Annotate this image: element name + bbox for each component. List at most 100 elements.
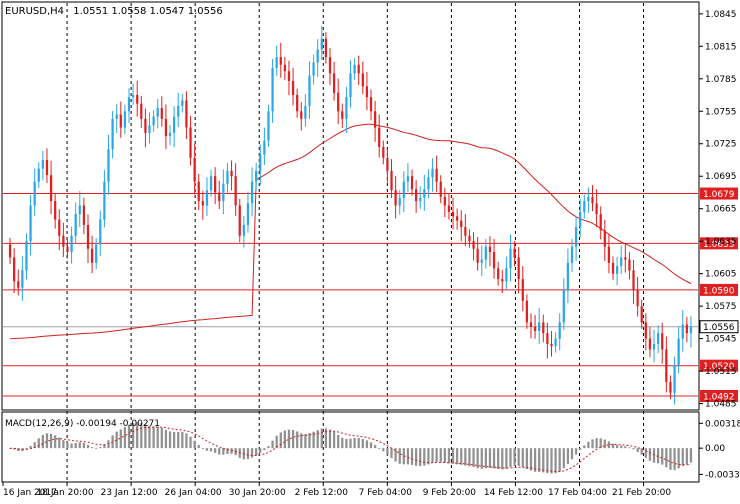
candle-body[interactable] [127,97,131,112]
candle-body[interactable] [185,100,188,128]
candle-body[interactable] [263,140,266,155]
candle-body[interactable] [160,108,163,119]
candle-body[interactable] [189,127,192,158]
candle-body[interactable] [402,181,405,198]
candle-body[interactable] [193,157,196,182]
candle-body[interactable] [484,246,487,260]
candle-body[interactable] [538,322,541,332]
candle-body[interactable] [624,257,627,260]
candle-body[interactable] [58,219,61,236]
candle-body[interactable] [456,216,459,221]
candle-body[interactable] [115,114,118,119]
candle-body[interactable] [308,75,311,106]
candle-body[interactable] [443,196,446,206]
candle-body[interactable] [525,300,529,323]
candle-body[interactable] [513,248,516,258]
candle-body[interactable] [464,227,467,236]
candle-body[interactable] [255,170,258,182]
candle-body[interactable] [349,73,352,98]
candle-body[interactable] [517,257,520,280]
candle-body[interactable] [472,241,475,249]
candle-body[interactable] [419,197,422,202]
candle-body[interactable] [140,103,143,119]
candle-body[interactable] [107,149,110,182]
candle-body[interactable] [41,159,44,169]
candle-body[interactable] [29,205,32,242]
candle-body[interactable] [45,159,49,176]
candle-body[interactable] [90,248,94,263]
candle-body[interactable] [131,95,135,98]
candle-body[interactable] [119,114,122,128]
candle-body[interactable] [550,344,553,347]
candle-body[interactable] [636,289,639,307]
candle-body[interactable] [566,262,570,290]
candle-body[interactable] [447,205,451,212]
candle-body[interactable] [558,322,561,339]
candle-body[interactable] [599,214,602,231]
candle-body[interactable] [382,146,385,158]
candle-body[interactable] [74,214,77,236]
candle-body[interactable] [234,176,237,206]
candle-body[interactable] [661,333,664,350]
candle-body[interactable] [168,132,172,137]
candle-body[interactable] [111,118,114,150]
candle-body[interactable] [49,175,53,202]
candle-body[interactable] [394,190,397,206]
candle-body[interactable] [320,38,323,50]
candle-body[interactable] [209,176,213,191]
candle-body[interactable] [218,192,221,202]
candle-body[interactable] [250,181,254,204]
candle-body[interactable] [222,183,225,202]
candle-body[interactable] [435,168,438,182]
candle-body[interactable] [300,111,303,119]
candle-body[interactable] [136,95,139,104]
candle-body[interactable] [542,322,545,334]
candle-body[interactable] [492,252,496,269]
candle-body[interactable] [246,203,250,225]
candle-body[interactable] [54,201,57,220]
candle-body[interactable] [603,230,606,247]
candle-body[interactable] [172,116,176,133]
candle-body[interactable] [611,262,615,274]
candle-body[interactable] [652,344,656,350]
candle-body[interactable] [267,111,270,141]
candle-body[interactable] [197,181,200,202]
candle-body[interactable] [665,349,668,382]
candle-body[interactable] [8,244,12,258]
candle-body[interactable] [123,111,127,128]
candle-body[interactable] [316,49,319,63]
candle-body[interactable] [468,235,471,242]
candle-body[interactable] [628,259,631,271]
candle-body[interactable] [640,306,643,323]
candle-body[interactable] [480,259,483,263]
candle-body[interactable] [95,244,98,263]
candle-body[interactable] [369,97,373,112]
candle-body[interactable] [595,203,598,215]
candle-body[interactable] [476,248,479,263]
candle-body[interactable] [226,170,229,184]
candle-body[interactable] [86,224,90,249]
candle-body[interactable] [574,227,578,247]
candle-body[interactable] [78,205,81,215]
candle-body[interactable] [398,197,401,206]
candle-body[interactable] [546,333,549,345]
candle-body[interactable] [415,189,418,202]
candle-body[interactable] [644,322,647,339]
candle-body[interactable] [361,73,364,87]
candle-body[interactable] [681,324,684,339]
candle-body[interactable] [13,257,16,282]
candle-body[interactable] [99,219,102,245]
candle-body[interactable] [570,246,574,263]
candle-body[interactable] [33,181,36,206]
candle-body[interactable] [685,324,688,334]
candle-body[interactable] [591,196,594,204]
candle-body[interactable] [488,246,492,253]
candle-body[interactable] [17,281,20,288]
candle-body[interactable] [148,125,151,133]
candle-body[interactable] [365,86,369,98]
candle-body[interactable] [144,118,147,133]
candle-body[interactable] [37,168,40,182]
candle-body[interactable] [152,116,155,126]
